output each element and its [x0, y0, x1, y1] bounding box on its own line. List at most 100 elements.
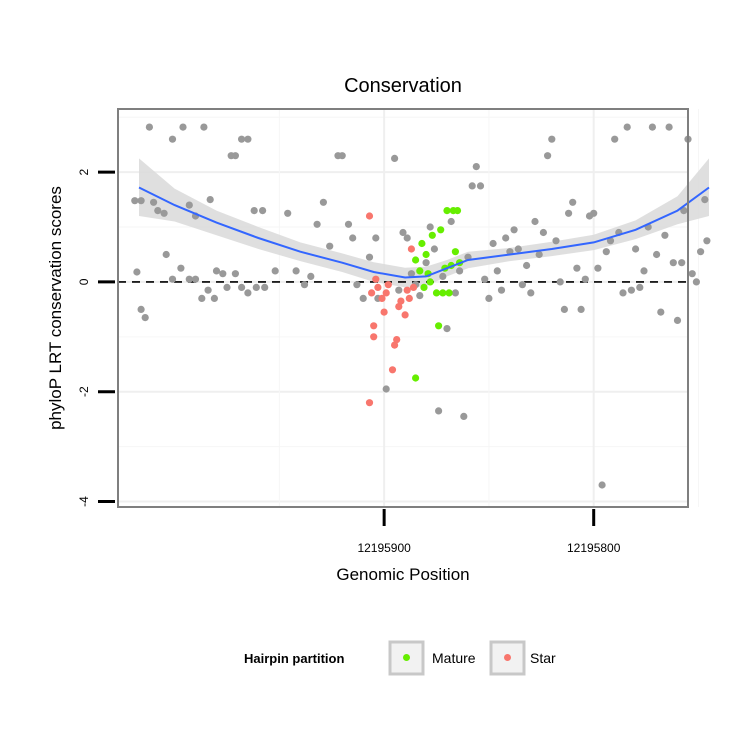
- smooth-line-layer: [138, 186, 710, 279]
- data-point-other: [581, 275, 589, 283]
- y-tick-label: 2: [77, 168, 91, 175]
- data-point-other: [179, 123, 187, 131]
- data-point-other: [640, 267, 648, 275]
- plot-border: [117, 108, 689, 508]
- data-point-other: [162, 250, 170, 259]
- data-point-star: [388, 366, 397, 374]
- data-point-other: [168, 275, 177, 283]
- data-point-other: [472, 163, 480, 171]
- data-point-other: [137, 305, 145, 313]
- points-other-layer: [131, 123, 711, 489]
- data-point-other: [632, 245, 640, 253]
- plot-area: [117, 108, 711, 508]
- data-point-other: [430, 245, 438, 253]
- data-point-mature: [412, 374, 420, 382]
- data-point-star: [365, 399, 374, 407]
- data-point-other: [489, 239, 497, 248]
- smooth-confidence-band: [139, 158, 709, 288]
- data-point-mature: [437, 226, 445, 234]
- data-point-other: [372, 234, 380, 242]
- data-point-other: [200, 123, 208, 131]
- data-point-mature: [418, 239, 426, 248]
- data-point-other: [133, 268, 141, 276]
- data-point-other: [223, 283, 231, 291]
- data-point-other: [210, 294, 218, 302]
- data-point-other: [359, 294, 367, 302]
- data-point-other: [365, 253, 374, 261]
- data-point-mature: [439, 289, 447, 297]
- data-point-other: [535, 250, 543, 259]
- data-point-other: [556, 278, 564, 286]
- data-point-other: [527, 289, 535, 297]
- data-point-other: [653, 250, 661, 259]
- data-point-other: [701, 196, 709, 204]
- data-point-star: [365, 212, 374, 220]
- data-point-other: [703, 237, 711, 245]
- data-point-other: [476, 182, 485, 190]
- data-point-other: [326, 242, 334, 250]
- data-point-star: [407, 245, 415, 253]
- data-point-star: [378, 294, 386, 302]
- data-point-other: [307, 272, 315, 280]
- data-point-star: [368, 289, 376, 297]
- data-point-star: [372, 275, 380, 283]
- y-axis-label: phyloP LRT conservation scores: [46, 186, 65, 430]
- data-point-other: [313, 220, 321, 228]
- data-point-other: [497, 286, 506, 294]
- data-point-other: [688, 270, 696, 278]
- legend-label-mature: Mature: [432, 650, 476, 666]
- data-point-other: [460, 412, 468, 420]
- data-point-mature: [420, 283, 428, 291]
- data-point-other: [661, 231, 669, 239]
- data-point-other: [231, 152, 239, 160]
- data-point-other: [395, 286, 403, 294]
- data-point-other: [673, 316, 682, 324]
- data-point-star: [384, 281, 392, 289]
- data-point-star: [374, 283, 382, 291]
- data-point-mature: [443, 207, 451, 215]
- data-point-other: [145, 123, 153, 131]
- data-point-other: [697, 248, 705, 256]
- data-point-other: [300, 281, 309, 289]
- legend-label-star: Star: [530, 650, 556, 666]
- data-point-other: [259, 207, 267, 215]
- data-point-other: [493, 267, 501, 275]
- data-point-other: [399, 228, 407, 237]
- data-point-other: [154, 207, 162, 215]
- data-point-other: [669, 259, 677, 267]
- data-point-other: [502, 234, 510, 242]
- data-point-other: [544, 152, 552, 160]
- data-point-other: [577, 305, 585, 313]
- data-point-mature: [445, 289, 453, 297]
- data-point-other: [244, 135, 252, 143]
- data-point-other: [485, 294, 493, 302]
- x-axis-label: Genomic Position: [336, 565, 469, 584]
- legend-swatch-mature: [403, 654, 410, 661]
- y-tick-label: 0: [77, 278, 91, 285]
- data-point-other: [137, 197, 145, 205]
- data-point-star: [370, 322, 378, 330]
- data-point-other: [353, 281, 361, 289]
- data-point-star: [405, 294, 413, 302]
- grid-lines: [118, 109, 699, 507]
- y-tick-label: -4: [77, 496, 91, 507]
- data-point-other: [665, 123, 673, 131]
- x-tick-label: 12195900: [357, 541, 411, 555]
- y-tick-label: -2: [77, 386, 91, 397]
- x-tick-label: 12195800: [567, 541, 621, 555]
- data-point-other: [531, 217, 539, 226]
- data-point-other: [602, 248, 610, 256]
- data-point-other: [219, 270, 227, 278]
- data-point-other: [185, 201, 193, 209]
- data-point-other: [185, 275, 193, 283]
- data-point-other: [403, 234, 411, 242]
- data-point-other: [552, 237, 560, 245]
- legend-swatch-star: [504, 654, 511, 661]
- data-point-other: [284, 209, 292, 217]
- data-point-other: [510, 226, 518, 234]
- data-point-star: [382, 289, 390, 297]
- data-point-mature: [435, 322, 443, 330]
- legend: Hairpin partition Mature Star: [244, 640, 556, 676]
- data-point-other: [231, 270, 239, 278]
- data-point-other: [177, 264, 185, 272]
